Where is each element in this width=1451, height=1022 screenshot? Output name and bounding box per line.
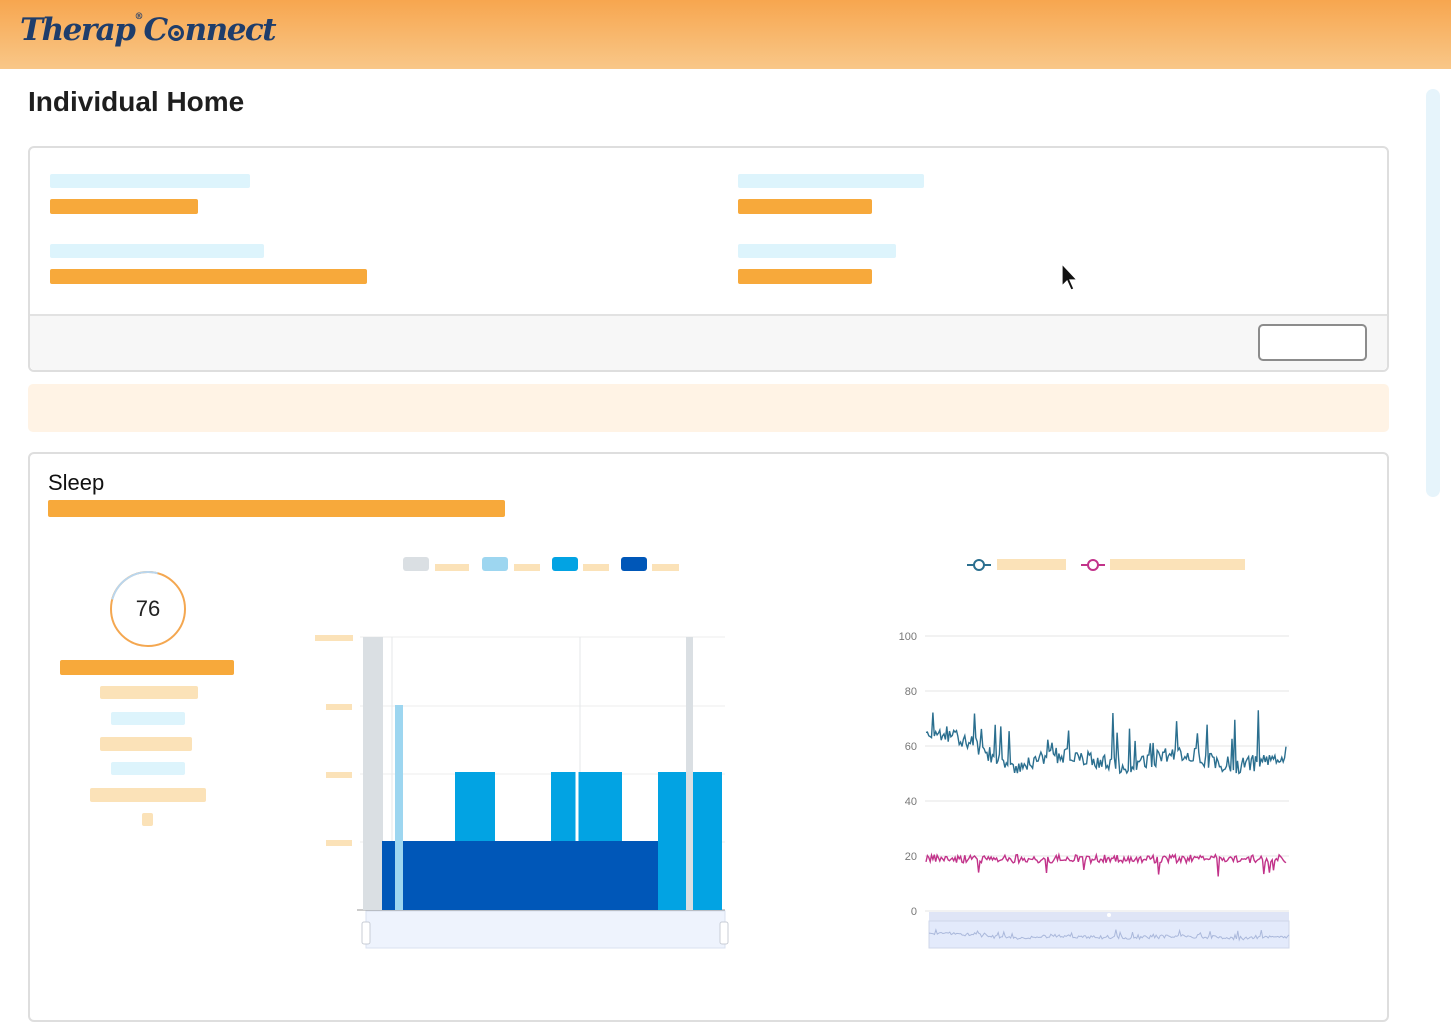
- individual-info-card: [28, 146, 1389, 372]
- sleep-stat-placeholder: [100, 737, 192, 751]
- sleep-title: Sleep: [48, 470, 105, 495]
- therap-connect-logo[interactable]: Therap®C nnect: [20, 12, 277, 48]
- sleep-score-ring-icon: 76: [110, 571, 186, 647]
- info-value-placeholder: [738, 199, 872, 214]
- info-value-placeholder: [50, 269, 367, 284]
- info-card-action-button[interactable]: [1258, 324, 1367, 361]
- vertical-scrollbar[interactable]: [1426, 89, 1440, 497]
- info-label-placeholder: [738, 174, 924, 188]
- info-label-placeholder: [50, 174, 250, 188]
- logo-dot-icon: [167, 25, 184, 41]
- sleep-stat-placeholder: [111, 712, 185, 725]
- info-label-placeholder: [738, 244, 896, 258]
- notice-banner: [28, 384, 1389, 432]
- sleep-score-value: 76: [135, 596, 161, 621]
- sleep-summary-placeholder: [48, 500, 505, 517]
- sleep-card: Sleep: [28, 452, 1389, 1022]
- info-card-footer: [30, 314, 1387, 370]
- sleep-stat-placeholder: [111, 762, 185, 775]
- mouse-pointer-icon: [1061, 262, 1079, 291]
- info-value-placeholder: [738, 269, 872, 284]
- app-header: Therap®C nnect: [0, 0, 1451, 69]
- info-label-placeholder: [50, 244, 264, 258]
- sleep-stat-placeholder: [100, 686, 198, 699]
- info-value-placeholder: [50, 199, 198, 214]
- page-title: Individual Home: [28, 86, 245, 117]
- sleep-stat-placeholder: [60, 660, 234, 675]
- sleep-stat-placeholder: [142, 813, 153, 826]
- sleep-stat-placeholder: [90, 788, 206, 802]
